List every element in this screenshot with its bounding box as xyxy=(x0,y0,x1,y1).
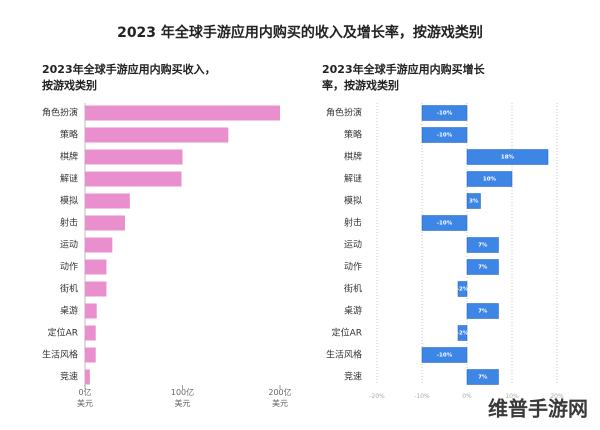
y-tick-label: 角色扮演 xyxy=(42,107,78,119)
value-label: 18% xyxy=(501,155,515,161)
y-tick-label: 解谜 xyxy=(344,173,362,185)
y-tick-label: 解谜 xyxy=(60,173,78,185)
value-label: -10% xyxy=(437,133,453,139)
y-tick-label: 运动 xyxy=(344,240,362,251)
value-label: -10% xyxy=(437,353,453,359)
value-label: -2% xyxy=(457,287,469,293)
y-tick-label: 射击 xyxy=(60,217,78,229)
bar xyxy=(466,237,499,253)
x-tick-label: 0亿美元 xyxy=(77,387,93,408)
bar xyxy=(85,237,113,253)
x-tick-label: 20% xyxy=(550,393,564,400)
y-tick-label: 动作 xyxy=(60,261,78,273)
y-tick-label: 动作 xyxy=(344,261,362,273)
y-tick-label: 模拟 xyxy=(60,195,78,207)
y-tick-label: 模拟 xyxy=(344,195,362,207)
bar xyxy=(85,215,125,231)
y-tick-label: 策略 xyxy=(344,129,362,141)
y-tick-label: 策略 xyxy=(60,129,78,141)
bar xyxy=(421,105,468,121)
bar xyxy=(457,281,468,297)
x-tick-label: 100亿美元 xyxy=(171,387,194,408)
y-tick-label: 生活风格 xyxy=(326,349,362,361)
value-label: 7% xyxy=(478,265,488,271)
watermark: 维普手游网 xyxy=(488,397,588,421)
y-tick-label: 定位AR xyxy=(332,327,362,339)
bar xyxy=(85,171,182,187)
x-tick-label: -10% xyxy=(414,393,430,400)
bar xyxy=(466,303,499,319)
bar xyxy=(85,105,280,121)
bar xyxy=(85,325,96,341)
x-tick-label: 10% xyxy=(505,393,519,400)
value-label: -2% xyxy=(457,331,469,337)
bar xyxy=(457,325,468,341)
bar xyxy=(421,347,468,363)
bar xyxy=(421,127,468,143)
value-label: 7% xyxy=(478,309,488,315)
bar xyxy=(85,281,107,297)
bar xyxy=(466,149,549,165)
bar xyxy=(466,259,499,275)
y-tick-label: 棋牌 xyxy=(344,151,362,163)
y-tick-label: 角色扮演 xyxy=(326,107,362,119)
y-tick-label: 街机 xyxy=(60,283,78,295)
bar xyxy=(85,149,183,165)
y-tick-label: 竞速 xyxy=(60,371,78,383)
bar xyxy=(85,127,229,143)
x-tick-label: -20% xyxy=(369,393,385,400)
bar xyxy=(85,193,130,209)
value-label: 7% xyxy=(478,243,488,249)
bar xyxy=(85,347,96,363)
y-tick-label: 运动 xyxy=(60,240,78,251)
right-chart-title: 2023年全球手游应用内购买增长率，按游戏类别 xyxy=(322,63,485,92)
x-tick-label: 200亿美元 xyxy=(268,387,291,408)
y-tick-label: 生活风格 xyxy=(42,349,78,361)
value-label: 7% xyxy=(478,375,488,381)
bar xyxy=(466,369,499,385)
value-label: 10% xyxy=(483,177,497,183)
y-tick-label: 定位AR xyxy=(48,327,78,339)
x-tick-label: 0% xyxy=(462,393,472,400)
y-tick-label: 桌游 xyxy=(344,305,362,317)
y-tick-label: 桌游 xyxy=(60,305,78,317)
value-label: -10% xyxy=(437,221,453,227)
y-tick-label: 竞速 xyxy=(344,371,362,383)
bar xyxy=(421,215,468,231)
bar xyxy=(85,259,107,275)
bar xyxy=(466,193,481,209)
value-label: 3% xyxy=(469,199,479,205)
bar xyxy=(85,369,90,385)
y-tick-label: 射击 xyxy=(344,217,362,229)
bar xyxy=(85,303,97,319)
y-tick-label: 棋牌 xyxy=(60,151,78,163)
y-tick-label: 街机 xyxy=(344,283,362,295)
main-title: 2023 年全球手游应用内购买的收入及增长率，按游戏类别 xyxy=(117,24,483,41)
value-label: -10% xyxy=(437,111,453,117)
left-chart-title: 2023年全球手游应用内购买收入，按游戏类别 xyxy=(42,63,216,92)
bar xyxy=(466,171,513,187)
